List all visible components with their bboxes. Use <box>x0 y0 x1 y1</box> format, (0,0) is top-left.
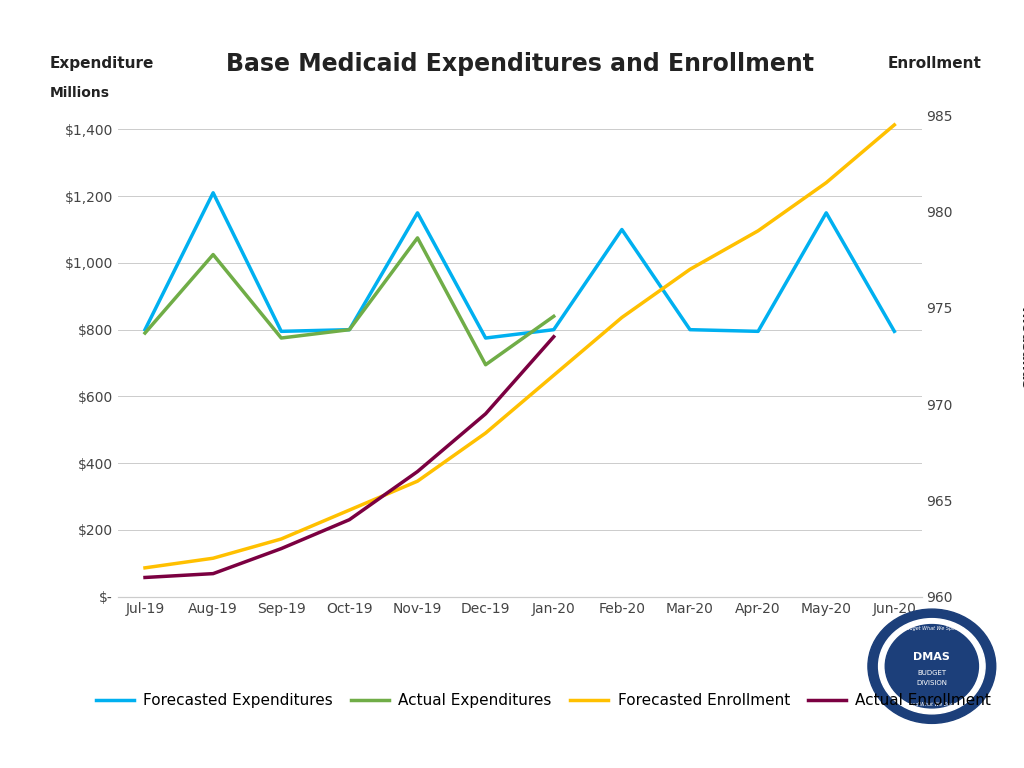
Legend: Forecasted Expenditures, Actual Expenditures, Forecasted Enrollment, Actual Enro: Forecasted Expenditures, Actual Expendit… <box>89 687 997 714</box>
Text: Expenditure: Expenditure <box>49 56 154 71</box>
Text: BUDGET: BUDGET <box>918 670 946 677</box>
Circle shape <box>885 624 978 708</box>
Text: DMAS: DMAS <box>913 652 950 662</box>
Text: DMAS Forecast vs. Actuals – State Fiscal Year 2020: DMAS Forecast vs. Actuals – State Fiscal… <box>0 23 1024 65</box>
Text: DMAS: DMAS <box>949 743 1009 760</box>
Title: Base Medicaid Expenditures and Enrollment: Base Medicaid Expenditures and Enrollmen… <box>225 52 814 76</box>
Circle shape <box>868 609 995 723</box>
Text: DIVISION: DIVISION <box>916 680 947 686</box>
Text: Millions: Millions <box>49 86 110 100</box>
Text: Spend What We Budget: Spend What We Budget <box>902 702 962 707</box>
Text: Thousands: Thousands <box>1019 304 1024 389</box>
Text: Budget What We Spend: Budget What We Spend <box>902 626 962 631</box>
Circle shape <box>879 619 985 714</box>
Text: Enrollment: Enrollment <box>888 56 982 71</box>
